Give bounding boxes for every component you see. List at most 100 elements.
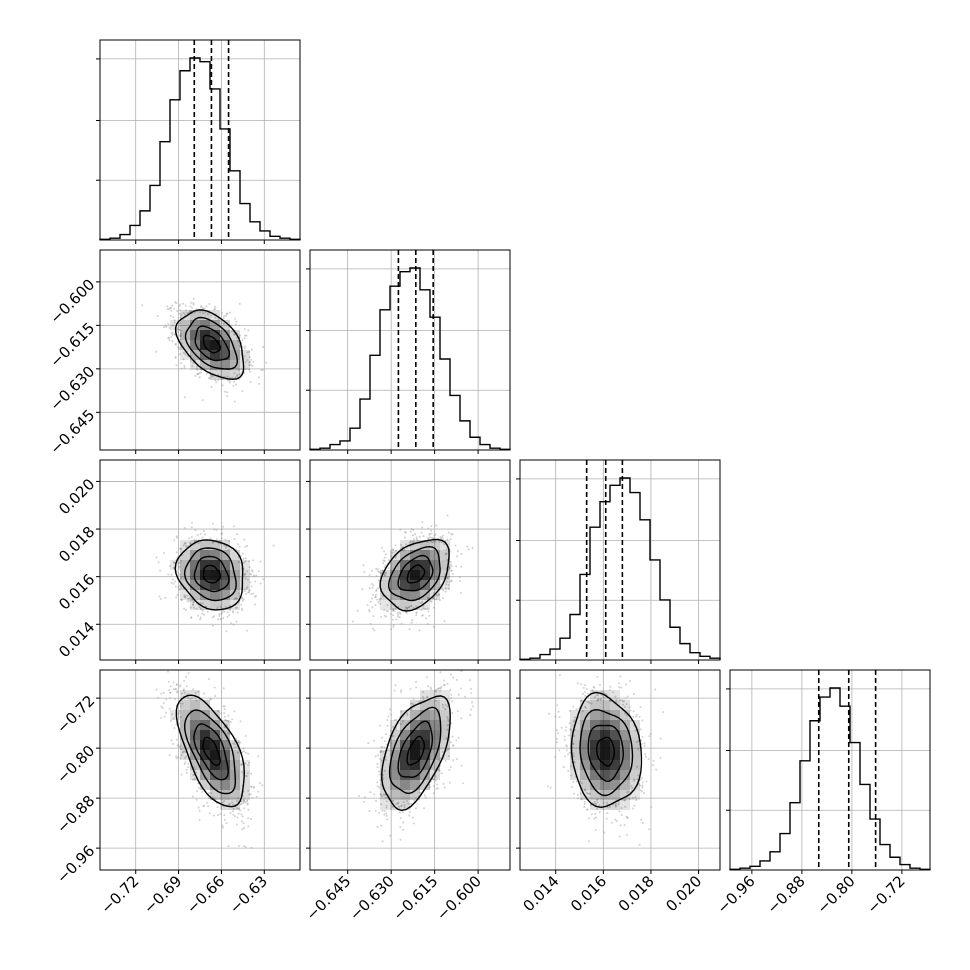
density-cell [220, 590, 230, 600]
scatter-point [631, 797, 634, 799]
x-tick-label: −0.96 [713, 872, 758, 917]
density-cell [220, 540, 230, 550]
scatter-point [258, 570, 260, 573]
scatter-point [426, 696, 428, 699]
scatter-point [222, 705, 225, 708]
scatter-point [452, 759, 454, 762]
scatter-point [628, 706, 631, 709]
density-cell [620, 790, 630, 800]
scatter-point [178, 305, 181, 307]
scatter-point [172, 582, 175, 585]
density-cell [210, 780, 220, 790]
scatter-point [408, 811, 411, 814]
scatter-point [380, 736, 383, 739]
scatter-point [555, 741, 558, 744]
scatter-point [391, 799, 394, 802]
scatter-point [170, 309, 173, 312]
scatter-point [162, 702, 165, 704]
scatter-point [168, 326, 171, 329]
scatter-point [395, 618, 398, 621]
scatter-point [438, 687, 441, 690]
density-cell [210, 330, 220, 340]
scatter-point [599, 698, 602, 701]
scatter-point [193, 778, 196, 781]
y-tick-label: 0.016 [55, 570, 98, 613]
scatter-point [586, 701, 589, 703]
scatter-point [253, 575, 256, 578]
scatter-point [415, 681, 417, 683]
scatter-point [201, 536, 204, 539]
density-cell [610, 710, 620, 720]
density-cell [190, 760, 200, 770]
scatter-point [235, 383, 237, 386]
scatter-point [257, 755, 260, 758]
scatter-point [383, 614, 386, 617]
scatter-point [392, 614, 394, 617]
scatter-point [451, 700, 454, 703]
scatter-point [194, 374, 197, 377]
scatter-point [434, 541, 437, 543]
scatter-point [448, 566, 451, 569]
scatter-point [233, 333, 235, 336]
scatter-point [395, 802, 398, 805]
scatter-point [428, 784, 431, 786]
scatter-point [383, 556, 386, 559]
scatter-point [382, 777, 385, 780]
density-cell [180, 340, 190, 350]
scatter-point [369, 791, 372, 794]
scatter-point [237, 592, 240, 595]
density-cell [200, 780, 210, 790]
scatter-point [178, 566, 181, 568]
scatter-point [198, 606, 201, 609]
scatter-point [249, 793, 252, 796]
density-cell [390, 760, 400, 770]
density-cell [230, 330, 240, 340]
scatter-point [548, 712, 551, 715]
density-cell [230, 370, 240, 380]
density-cell [630, 780, 640, 790]
density-cell [430, 720, 440, 730]
y-tick-label: 0.020 [55, 475, 98, 518]
scatter-point [171, 331, 174, 334]
scatter-point [410, 604, 413, 607]
scatter-point [396, 611, 399, 614]
scatter-point [618, 835, 621, 838]
scatter-point [250, 358, 253, 361]
scatter-point [243, 845, 246, 847]
scatter-point [626, 695, 629, 698]
scatter-point [385, 806, 388, 809]
scatter-point [393, 610, 396, 612]
scatter-point [249, 581, 252, 584]
scatter-point [586, 692, 589, 695]
scatter-point [440, 541, 443, 544]
scatter-point [167, 573, 170, 576]
scatter-point [380, 746, 383, 749]
density-cell [600, 730, 610, 740]
scatter-point [186, 354, 189, 357]
scatter-point [177, 743, 180, 746]
scatter-point [444, 708, 447, 711]
scatter-point [565, 729, 567, 732]
scatter-point [576, 793, 579, 796]
scatter-point [223, 610, 226, 613]
scatter-point [185, 309, 187, 312]
density-cell [190, 750, 200, 760]
contour-line [202, 334, 222, 354]
scatter-point [448, 567, 451, 570]
scatter-point [572, 742, 575, 745]
density-cell [230, 580, 240, 590]
scatter-point [432, 597, 435, 600]
scatter-point [223, 315, 226, 318]
scatter-point [449, 781, 451, 784]
scatter-point [623, 699, 625, 702]
scatter-point [190, 536, 193, 539]
scatter-point [400, 804, 403, 807]
scatter-point [426, 607, 429, 610]
scatter-point [415, 605, 418, 608]
scatter-point [623, 824, 626, 827]
density-cell [600, 800, 610, 810]
scatter-point [185, 544, 188, 547]
scatter-point [203, 692, 206, 695]
scatter-point [584, 706, 587, 709]
scatter-point [186, 600, 189, 603]
